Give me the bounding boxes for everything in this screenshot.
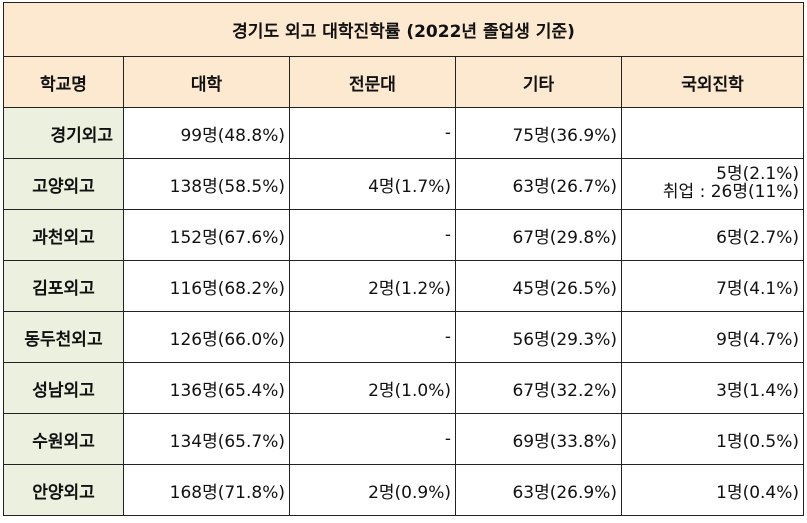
junior-college-cell: - <box>289 413 456 465</box>
junior-college-cell: - <box>289 107 456 159</box>
column-header-university: 대학 <box>123 56 290 108</box>
school-name: 과천외고 <box>3 209 124 261</box>
abroad-cell: 1명(0.5%) <box>620 413 805 465</box>
junior-college-cell: - <box>289 311 456 363</box>
column-header-junior-college: 전문대 <box>289 56 456 108</box>
school-name: 고양외고 <box>3 158 124 210</box>
other-cell: 63명(26.9%) <box>455 464 622 516</box>
column-header-abroad: 국외진학 <box>620 56 805 108</box>
other-cell: 56명(29.3%) <box>455 311 622 363</box>
column-header-other: 기타 <box>455 56 622 108</box>
university-cell: 138명(58.5%) <box>123 158 290 210</box>
table-row: 동두천외고 126명(66.0%) - 56명(29.3%) 9명(4.7%) <box>3 311 805 363</box>
other-cell: 69명(33.8%) <box>455 413 622 465</box>
other-cell: 75명(36.9%) <box>455 107 622 159</box>
abroad-cell: 5명(2.1%) 취업 : 26명(11%) <box>620 158 805 210</box>
abroad-cell: 6명(2.7%) <box>620 209 805 261</box>
table-title: 경기도 외고 대학진학률 (2022년 졸업생 기준) <box>2 2 805 57</box>
other-cell: 67명(29.8%) <box>455 209 622 261</box>
school-name: 안양외고 <box>3 464 124 516</box>
abroad-cell: 3명(1.4%) <box>620 362 805 414</box>
other-cell: 67명(32.2%) <box>455 362 622 414</box>
school-name: 수원외고 <box>3 413 124 465</box>
junior-college-cell: - <box>289 209 456 261</box>
other-cell: 63명(26.7%) <box>455 158 622 210</box>
abroad-cell: 7명(4.1%) <box>620 260 805 312</box>
university-cell: 99명(48.8%) <box>123 107 290 159</box>
column-header-school: 학교명 <box>3 56 124 108</box>
table-row: 성남외고 136명(65.4%) 2명(1.0%) 67명(32.2%) 3명(… <box>3 362 805 414</box>
university-cell: 126명(66.0%) <box>123 311 290 363</box>
university-cell: 136명(65.4%) <box>123 362 290 414</box>
junior-college-cell: 4명(1.7%) <box>289 158 456 210</box>
junior-college-cell: 2명(1.2%) <box>289 260 456 312</box>
title-row: 경기도 외고 대학진학률 (2022년 졸업생 기준) <box>2 2 805 57</box>
school-name: 김포외고 <box>3 260 124 312</box>
table-row: 경기외고 99명(48.8%) - 75명(36.9%) <box>3 107 805 159</box>
abroad-cell <box>620 107 805 159</box>
table-row: 안양외고 168명(71.8%) 2명(0.9%) 63명(26.9%) 1명(… <box>3 464 805 516</box>
abroad-value: 5명(2.1%) <box>716 164 800 185</box>
university-cell: 134명(65.7%) <box>123 413 290 465</box>
university-cell: 152명(67.6%) <box>123 209 290 261</box>
graduation-table: 경기도 외고 대학진학률 (2022년 졸업생 기준) 학교명 대학 전문대 기… <box>2 2 805 516</box>
junior-college-cell: 2명(1.0%) <box>289 362 456 414</box>
table-row: 고양외고 138명(58.5%) 4명(1.7%) 63명(26.7%) 5명(… <box>3 158 805 210</box>
school-name: 동두천외고 <box>3 311 124 363</box>
school-name: 경기외고 <box>3 107 124 159</box>
employment-note: 취업 : 26명(11%) <box>662 182 800 202</box>
abroad-cell: 1명(0.4%) <box>620 464 805 516</box>
table-row: 김포외고 116명(68.2%) 2명(1.2%) 45명(26.5%) 7명(… <box>3 260 805 312</box>
university-cell: 116명(68.2%) <box>123 260 290 312</box>
header-row: 학교명 대학 전문대 기타 국외진학 <box>3 56 805 108</box>
abroad-cell: 9명(4.7%) <box>620 311 805 363</box>
table-row: 과천외고 152명(67.6%) - 67명(29.8%) 6명(2.7%) <box>3 209 805 261</box>
junior-college-cell: 2명(0.9%) <box>289 464 456 516</box>
other-cell: 45명(26.5%) <box>455 260 622 312</box>
school-name: 성남외고 <box>3 362 124 414</box>
table-row: 수원외고 134명(65.7%) - 69명(33.8%) 1명(0.5%) <box>3 413 805 465</box>
university-cell: 168명(71.8%) <box>123 464 290 516</box>
